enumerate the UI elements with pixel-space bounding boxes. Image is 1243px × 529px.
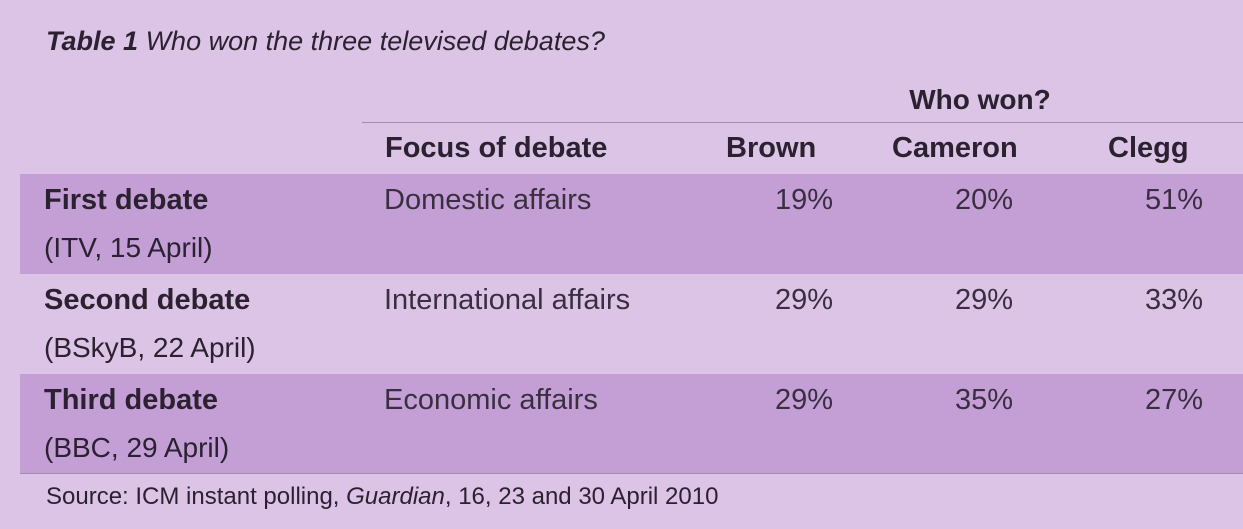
table-row: First debate (ITV, 15 April) Domestic af… [20,174,1243,274]
debate-name: Second debate [44,284,251,316]
source-prefix: Source: ICM instant polling, [46,483,347,510]
table-caption: Who won the three televised debates? [145,26,605,56]
brown-value: 29% [774,384,834,416]
debate-focus: Economic affairs [384,384,598,416]
source-suffix: , 16, 23 and 30 April 2010 [444,483,719,510]
cameron-value: 20% [954,184,1014,216]
column-header-clegg: Clegg [1108,132,1189,164]
table-row: Second debate (BSkyB, 22 April) Internat… [20,274,1243,374]
source-publication: Guardian [346,483,445,510]
group-header-who-won: Who won? [909,84,1051,115]
debate-name: Third debate [44,384,219,416]
column-header-brown: Brown [726,132,817,164]
clegg-value: 27% [1144,384,1204,416]
debate-focus: International affairs [384,284,631,316]
column-header-cameron: Cameron [892,132,1018,164]
source-note: Source: ICM instant polling, Guardian, 1… [46,483,718,511]
clegg-value: 33% [1144,284,1204,316]
table-bottom-divider [20,473,1243,474]
table-title: Table 1 Who won the three televised deba… [46,26,605,57]
debate-focus: Domestic affairs [384,184,592,216]
debate-name: First debate [44,184,209,216]
group-header-divider [362,122,1243,123]
table-row: Third debate (BBC, 29 April) Economic af… [20,374,1243,474]
cameron-value: 35% [954,384,1014,416]
clegg-value: 51% [1144,184,1204,216]
brown-value: 19% [774,184,834,216]
debate-broadcaster: (ITV, 15 April) [44,232,213,263]
column-header-focus: Focus of debate [385,132,608,164]
debate-broadcaster: (BBC, 29 April) [44,432,230,463]
debate-broadcaster: (BSkyB, 22 April) [44,332,256,363]
cameron-value: 29% [954,284,1014,316]
table-number: Table 1 [46,26,139,56]
brown-value: 29% [774,284,834,316]
